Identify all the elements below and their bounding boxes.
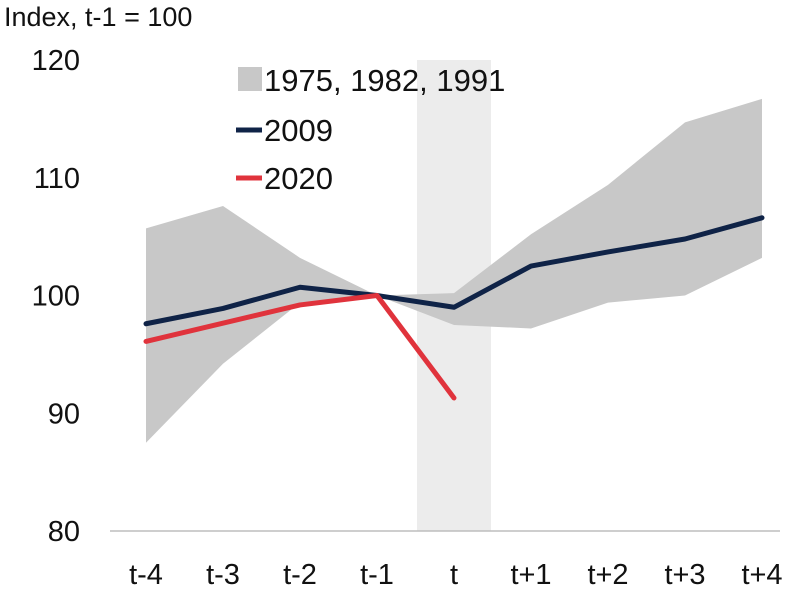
legend: 1975, 1982, 1991 2009 2020: [236, 63, 505, 196]
y-tick-label: 90: [48, 398, 80, 430]
y-axis-unit-label: Index, t-1 = 100: [4, 2, 193, 32]
legend-label-2020: 2020: [264, 161, 333, 196]
x-tick-label: t-1: [360, 559, 394, 591]
series-line-2009: [143, 215, 765, 327]
legend-label-band: 1975, 1982, 1991: [264, 63, 505, 98]
range-band-1975-1982-1991: [146, 98, 762, 443]
x-tick-label: t-2: [283, 559, 317, 591]
x-tick-label: t+4: [741, 559, 782, 591]
y-tick-labels: 80 90 100 110 120: [32, 45, 80, 548]
y-tick-label: 80: [48, 516, 80, 548]
x-tick-label: t+1: [510, 559, 551, 591]
series-lines: [143, 215, 765, 401]
legend-label-2009: 2009: [264, 113, 333, 148]
x-tick-labels: t-4 t-3 t-2 t-1 t t+1 t+2 t+3 t+4: [129, 559, 782, 591]
x-tick-label: t+2: [587, 559, 628, 591]
x-tick-label: t+3: [664, 559, 705, 591]
x-tick-label: t-3: [206, 559, 240, 591]
legend-swatch-band: [238, 67, 262, 91]
x-tick-label: t-4: [129, 559, 163, 591]
series-line-2020: [143, 293, 457, 401]
x-tick-label: t: [450, 559, 458, 591]
y-tick-label: 110: [34, 163, 80, 195]
y-tick-label: 120: [32, 45, 80, 77]
y-tick-label: 100: [32, 281, 80, 313]
